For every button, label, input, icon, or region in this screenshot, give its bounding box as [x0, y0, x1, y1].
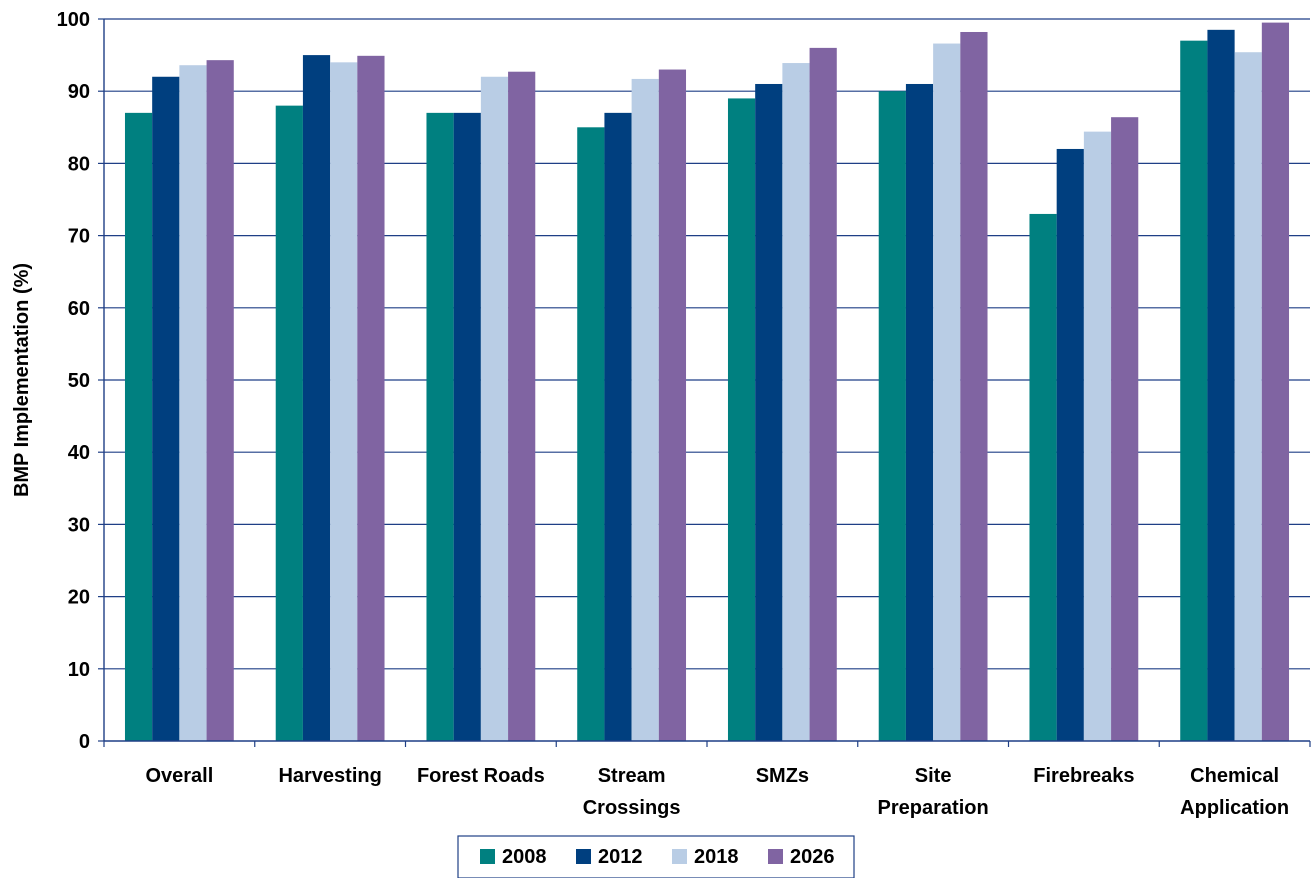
x-category-label: Firebreaks	[1033, 765, 1134, 787]
bar-2008	[878, 91, 906, 741]
legend-box	[457, 835, 855, 878]
bar-2018	[330, 62, 358, 741]
legend: 2008 2012 2018 2026	[457, 835, 855, 878]
bar-2018	[1083, 131, 1112, 741]
y-tick-label: 20	[68, 587, 90, 609]
legend-label: 2018	[694, 846, 739, 868]
y-axis-title: BMP Implementation (%)	[11, 263, 33, 497]
bar-2008	[727, 98, 756, 742]
y-tick-label: 90	[68, 81, 90, 103]
y-tick-label: 50	[68, 370, 90, 392]
bar-2026	[1111, 117, 1139, 741]
bar-2026	[206, 60, 234, 742]
bar-2026	[508, 71, 536, 742]
bar-2008	[1029, 213, 1057, 741]
bar-2018	[1234, 52, 1262, 742]
bar-2026	[658, 69, 687, 742]
x-category-label: Application	[1180, 797, 1289, 819]
y-tick-labels: 0 10 20 30 40 50 60 70 80 90 100	[57, 9, 90, 753]
bar-2008	[275, 105, 303, 741]
x-category-label: Site	[915, 765, 952, 787]
x-category-label: Crossings	[583, 797, 681, 819]
y-tick-label: 80	[68, 153, 90, 175]
bar-2012	[302, 55, 331, 742]
bar-2018	[480, 76, 509, 741]
x-category-label: Chemical	[1190, 765, 1279, 787]
bar-2018	[933, 43, 961, 742]
bar-2012	[453, 112, 481, 742]
legend-swatch-2012	[576, 849, 591, 864]
bar-2012	[604, 112, 632, 742]
bar-2012	[905, 83, 934, 742]
bar-2026	[809, 47, 837, 741]
bar-2026	[960, 31, 988, 742]
bar-2012	[1207, 29, 1235, 741]
y-tick-label: 30	[68, 514, 90, 536]
y-tick-label: 10	[68, 659, 90, 681]
bar-2008	[426, 112, 454, 742]
x-category-label: Preparation	[878, 797, 989, 819]
y-tick-label: 60	[68, 298, 90, 320]
bar-2012	[152, 76, 180, 741]
legend-swatch-2008	[480, 849, 495, 864]
x-category-labels: Overall Harvesting Forest Roads Stream Cross…	[145, 765, 1289, 819]
legend-swatch-2026	[768, 849, 783, 864]
bar-2018	[782, 63, 810, 742]
y-tick-label: 100	[57, 9, 90, 31]
legend-swatch-2018	[672, 849, 687, 864]
x-category-label: Stream	[598, 765, 666, 787]
y-tick-label: 70	[68, 226, 90, 248]
bar-2008	[577, 127, 605, 742]
bar-2018	[179, 65, 207, 741]
bar-2026	[1261, 22, 1290, 742]
x-category-label: Forest Roads	[417, 765, 545, 787]
x-category-label: Harvesting	[278, 765, 381, 787]
axes	[98, 18, 1311, 747]
bar-2018	[631, 78, 659, 741]
bar-2012	[755, 83, 783, 742]
y-tick-label: 40	[68, 442, 90, 464]
legend-label: 2012	[598, 846, 643, 868]
bar-2008	[1180, 40, 1208, 742]
legend-label: 2008	[502, 846, 547, 868]
y-tick-label: 0	[79, 731, 90, 753]
legend-label: 2026	[790, 846, 835, 868]
bars	[124, 22, 1290, 742]
bar-2012	[1056, 148, 1084, 741]
x-category-label: SMZs	[756, 765, 809, 787]
x-category-label: Overall	[145, 765, 213, 787]
bar-2008	[124, 112, 153, 742]
bar-2026	[357, 55, 385, 741]
